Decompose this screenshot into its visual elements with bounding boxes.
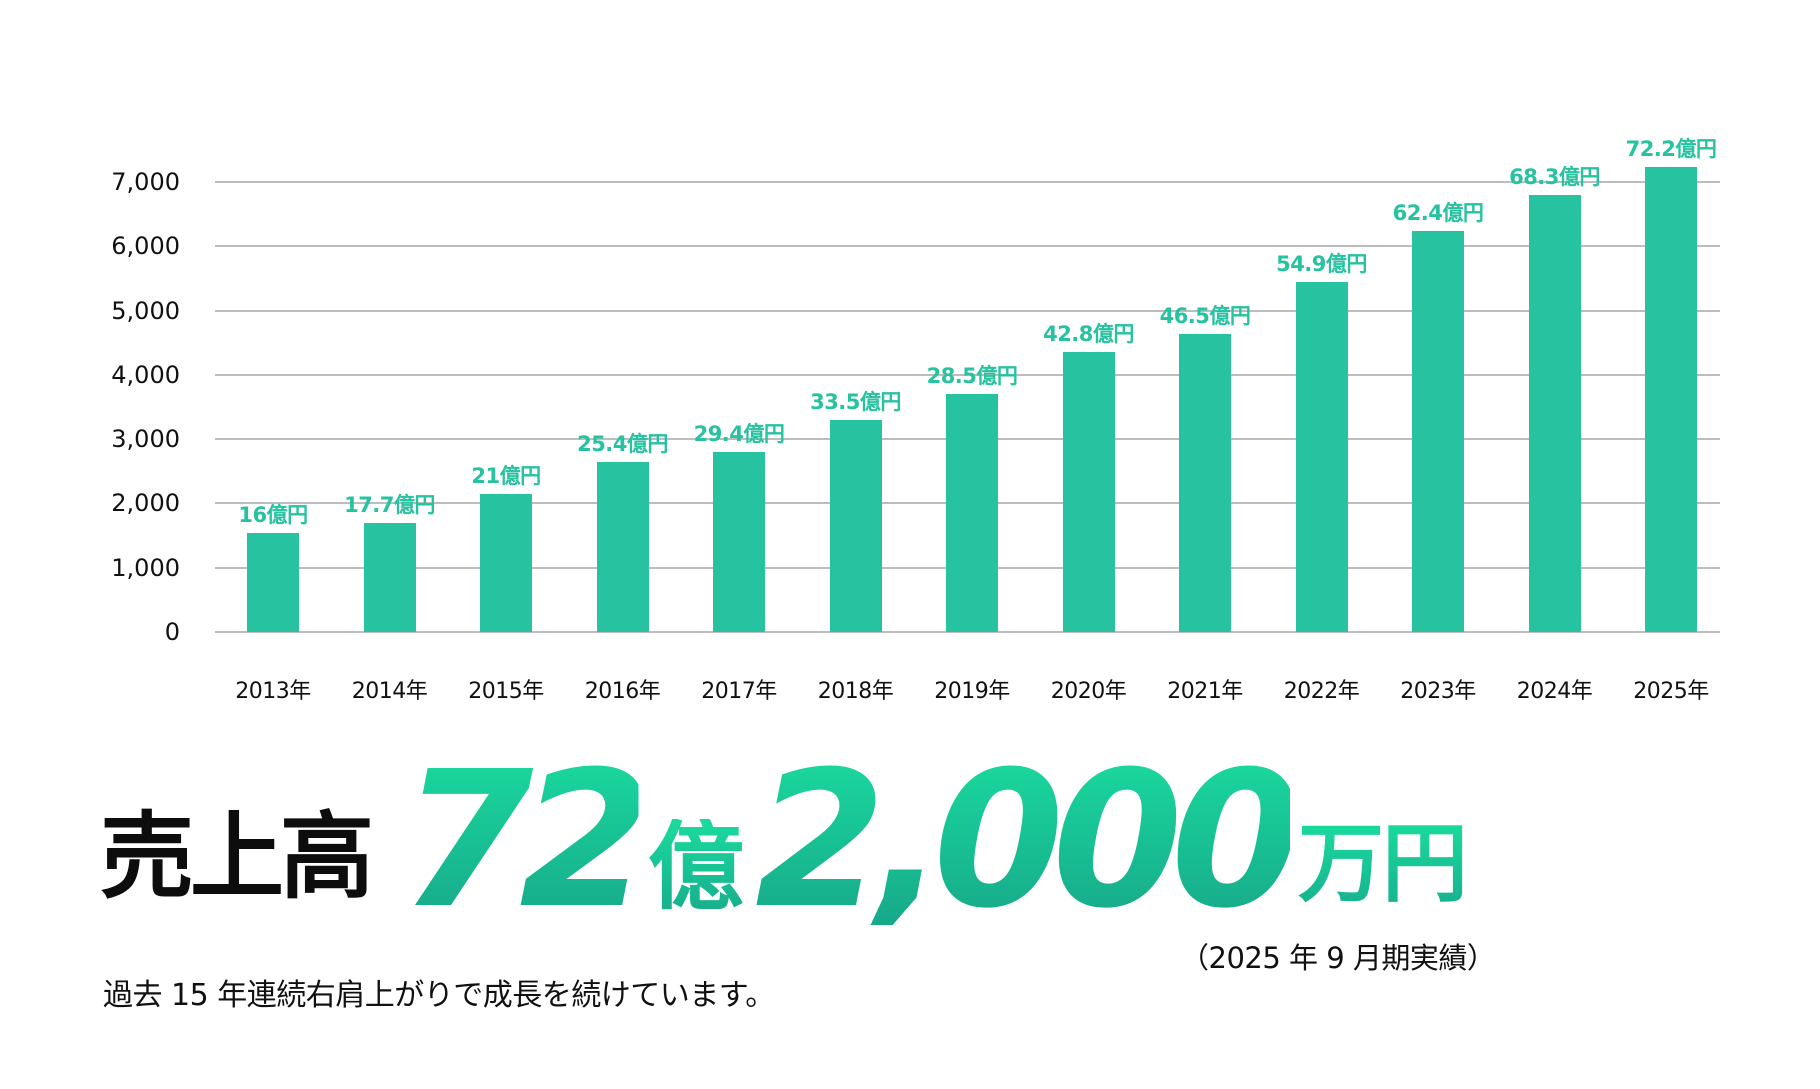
gridline <box>215 309 1720 312</box>
bar-value-label: 17.7億円 <box>344 493 435 517</box>
bar-value-label: 21億円 <box>471 464 541 488</box>
bar-value-label: 16億円 <box>238 502 308 527</box>
x-axis-tick-label: 2013年 <box>235 679 311 704</box>
bar-value-label: 68.3億円 <box>1509 165 1600 190</box>
headline-unit-man: 万円 <box>1298 821 1468 925</box>
bar-2025年 <box>1645 166 1697 632</box>
bar-2022年 <box>1295 282 1348 632</box>
gridline <box>215 631 1720 633</box>
bar-2019年 <box>946 394 998 632</box>
bar-value-label: 25.4億円 <box>577 431 668 456</box>
y-axis-tick-label: 0 <box>164 618 180 646</box>
x-axis-tick-label: 2016年 <box>584 679 661 704</box>
x-axis-tick-label: 2017年 <box>701 679 777 704</box>
x-axis-tick-label: 2014年 <box>351 679 428 704</box>
bar-value-label: 54.9億円 <box>1276 252 1367 276</box>
bar-2023年 <box>1412 231 1464 632</box>
bar-2024年 <box>1528 195 1581 632</box>
headline-value-oku: 72 <box>400 731 653 950</box>
x-axis-tick-label: 2022年 <box>1283 679 1360 704</box>
y-axis-tick-label: 3,000 <box>111 425 180 454</box>
bar-2015年 <box>480 494 532 632</box>
gridline <box>215 245 1720 248</box>
bar-2017年 <box>713 452 765 632</box>
bar-2021年 <box>1179 333 1231 632</box>
bar-2016年 <box>596 461 649 632</box>
bar-2020年 <box>1062 351 1115 632</box>
bar-value-label: 33.5億円 <box>810 390 901 414</box>
gridline <box>215 373 1720 376</box>
x-axis-tick-label: 2018年 <box>817 679 894 704</box>
x-axis-tick-label: 2025年 <box>1633 679 1709 704</box>
x-axis-tick-label: 2021年 <box>1167 679 1243 704</box>
bar-value-label: 28.5億円 <box>926 364 1018 389</box>
bar-value-label: 72.2億円 <box>1625 136 1717 161</box>
x-axis-tick-label: 2019年 <box>934 679 1010 704</box>
y-axis-tick-label: 1,000 <box>111 553 180 582</box>
x-axis-tick-label: 2024年 <box>1516 679 1593 704</box>
x-axis-tick-label: 2020年 <box>1050 679 1127 704</box>
headline-value-man: 2,000 <box>755 731 1302 950</box>
y-axis-tick-label: 7,000 <box>111 167 180 196</box>
y-axis-tick-label: 2,000 <box>111 489 180 518</box>
subtitle: 過去 15 年連続右肩上がりで成長を続けています。 <box>103 978 775 1013</box>
bar-2013年 <box>247 532 299 632</box>
y-axis-tick-label: 6,000 <box>111 232 180 261</box>
period-note: （2025 年 9 月期実績） <box>1180 941 1496 975</box>
bar-value-label: 46.5億円 <box>1159 303 1251 328</box>
y-axis-tick-label: 5,000 <box>111 296 180 325</box>
x-axis-tick-label: 2023年 <box>1400 679 1476 704</box>
headline-unit-oku: 億 <box>648 811 744 923</box>
bar-value-label: 29.4億円 <box>693 422 785 447</box>
y-axis-tick-label: 4,000 <box>111 360 180 389</box>
bar-2014年 <box>363 523 416 632</box>
headline-label: 売上高 <box>100 803 374 912</box>
x-axis-tick-label: 2015年 <box>468 679 544 704</box>
gridline <box>215 180 1720 183</box>
bar-value-label: 42.8億円 <box>1043 321 1134 346</box>
sales-bar-chart: 0 1,000 2,000 3,000 4,000 5,000 6,000 7,000 16億円… <box>111 136 1720 704</box>
bar-2018年 <box>829 420 882 632</box>
bar-value-label: 62.4億円 <box>1392 201 1484 226</box>
